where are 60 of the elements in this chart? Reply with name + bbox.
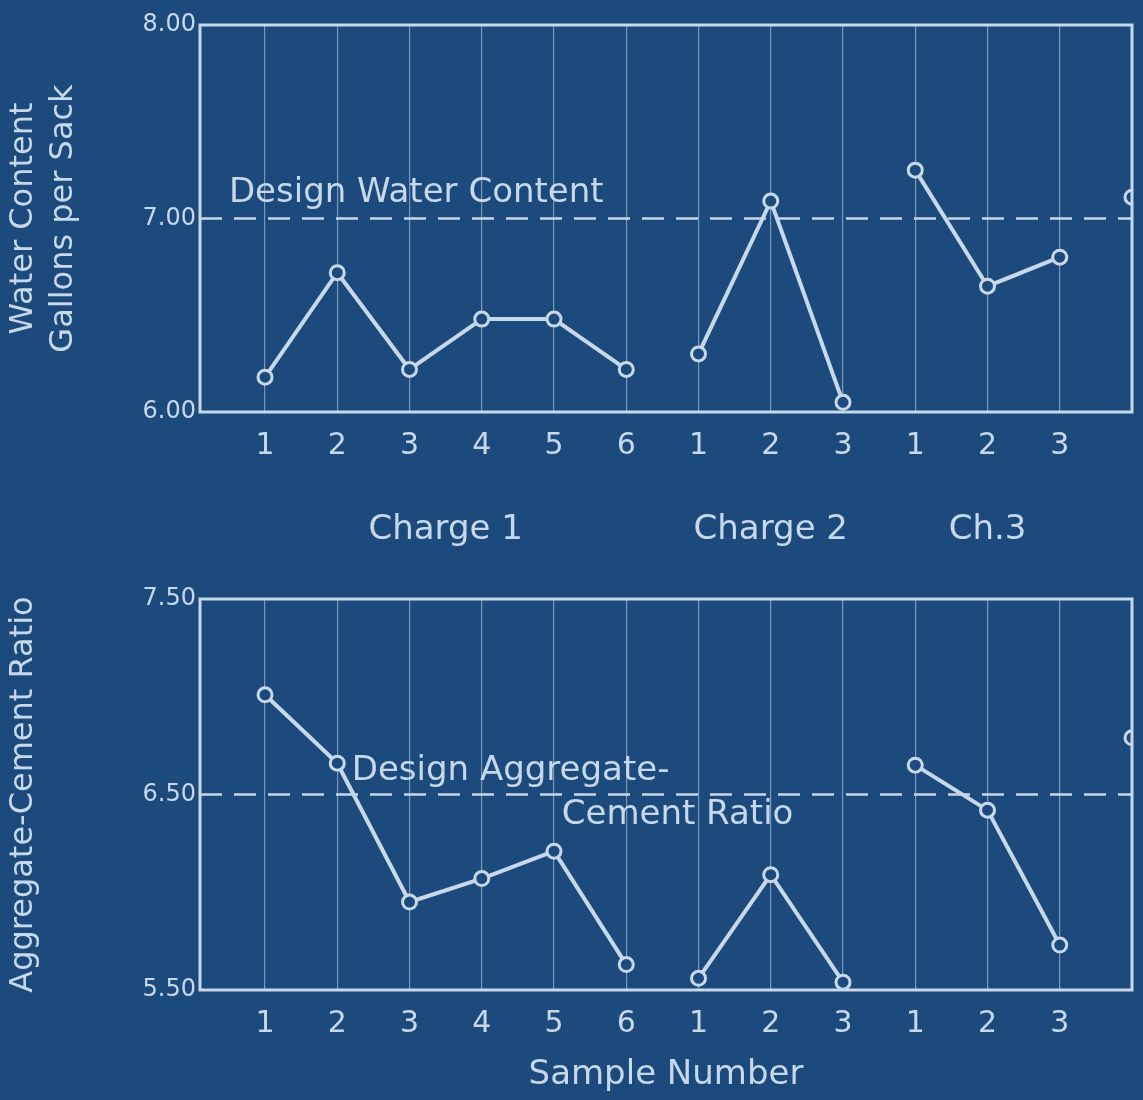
point — [1051, 936, 1069, 954]
x-tick-label: 1 — [688, 1003, 709, 1039]
point — [545, 842, 563, 860]
point — [256, 686, 274, 704]
x-tick-label: 2 — [761, 425, 781, 461]
point — [762, 866, 780, 884]
point — [1051, 248, 1069, 266]
x-tick-label: 5 — [544, 1003, 564, 1039]
x-tick-label: 1 — [255, 425, 275, 461]
point — [690, 345, 708, 363]
y-tick-label: 6.00 — [142, 396, 196, 425]
y-axis-title: Water Content Gallons per Sack — [2, 83, 81, 353]
point — [906, 756, 924, 774]
x-tick-label: 6 — [616, 1003, 636, 1039]
y-axis-title: Aggregate-Cement Ratio — [2, 596, 41, 993]
x-tick-label: 2 — [327, 1003, 347, 1039]
x-tick-label: 5 — [544, 425, 564, 461]
x-axis-title: Sample Number — [528, 1052, 804, 1093]
point — [762, 192, 780, 210]
point — [617, 956, 635, 974]
point — [690, 969, 708, 987]
y-tick-label: 5.50 — [142, 974, 196, 1003]
x-tick-label: 1 — [905, 1003, 925, 1039]
text: Charge 2 — [693, 506, 848, 547]
point — [979, 801, 996, 819]
point — [473, 870, 491, 888]
point — [328, 754, 346, 772]
x-tick-label: 3 — [833, 1003, 853, 1039]
x-tick-label: 2 — [977, 1003, 998, 1039]
point — [328, 264, 346, 282]
text: Charge 1 — [368, 506, 523, 547]
point — [906, 161, 924, 179]
x-tick-label: 3 — [833, 425, 853, 461]
y-tick-label: 7.50 — [142, 583, 196, 612]
x-tick-label: 4 — [472, 425, 492, 461]
y-tick-label: 7.00 — [142, 202, 196, 231]
text: Ch.3 — [948, 506, 1027, 547]
point — [979, 277, 996, 295]
x-tick-label: 4 — [472, 1003, 492, 1039]
x-tick-label: 1 — [905, 425, 925, 461]
y-tick-label: 6.50 — [142, 778, 196, 807]
point — [473, 310, 491, 328]
point — [834, 973, 852, 990]
point — [545, 310, 563, 328]
x-tick-label: 3 — [399, 425, 420, 461]
point — [401, 360, 419, 378]
x-tick-label: 3 — [399, 1003, 420, 1039]
point — [834, 393, 852, 411]
x-tick-label: 3 — [1050, 425, 1070, 461]
x-tick-label: 6 — [616, 425, 636, 461]
point — [256, 368, 274, 386]
point — [401, 893, 419, 911]
point — [617, 360, 635, 378]
x-tick-label: 2 — [327, 425, 347, 461]
x-tick-label: 1 — [688, 425, 709, 461]
x-tick-label: 3 — [1050, 1003, 1070, 1039]
x-tick-label: 2 — [761, 1003, 781, 1039]
x-tick-label: 2 — [977, 425, 998, 461]
y-tick-label: 8.00 — [142, 9, 196, 38]
x-tick-label: 1 — [255, 1003, 275, 1039]
